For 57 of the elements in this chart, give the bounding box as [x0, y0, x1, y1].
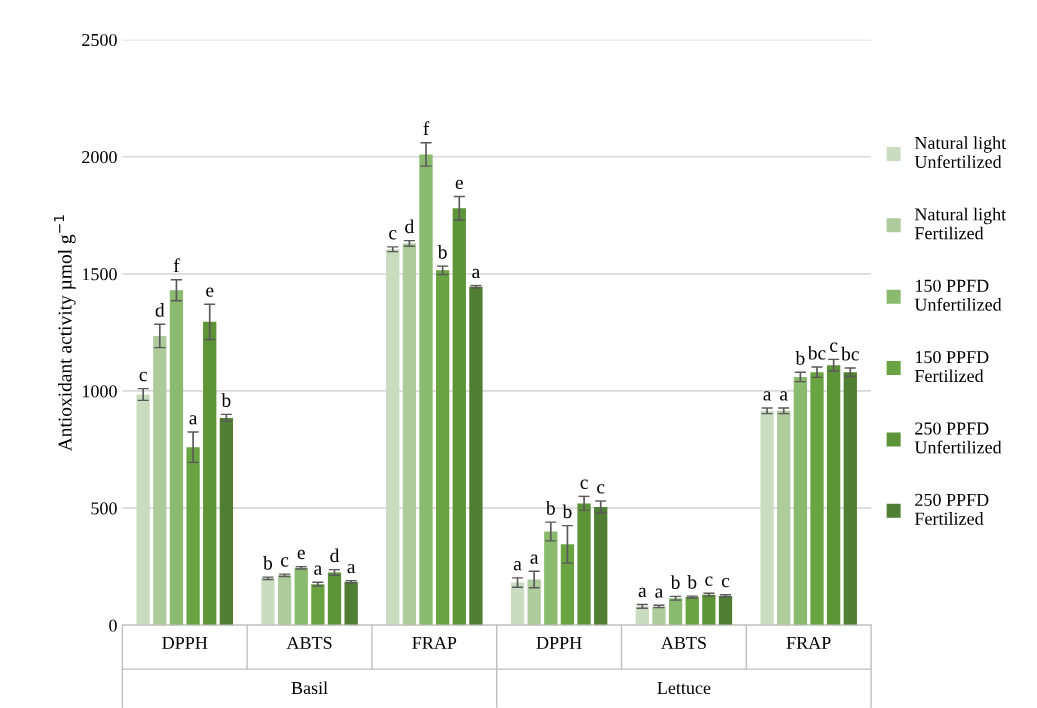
data-label: b [687, 574, 697, 589]
data-label: a [530, 554, 539, 564]
data-label: b [562, 504, 572, 519]
data-label: b [437, 244, 447, 259]
x-tick-label: DPPH [536, 636, 582, 649]
x-tick-label: ABTS [661, 636, 706, 649]
y-tick-label: 500 [91, 502, 117, 515]
legend-label: Natural light Fertilized [914, 207, 1007, 240]
data-label: a [655, 588, 663, 598]
x-tick-label: FRAP [412, 636, 457, 649]
text: Basil [291, 681, 328, 695]
data-label: b [221, 393, 231, 407]
data-label: c [705, 576, 713, 586]
x-tick-label: FRAP [786, 636, 831, 649]
text: Lettuce [657, 682, 711, 695]
data-label: e [206, 287, 214, 297]
legend-label: 150 PPFD Fertilized [914, 351, 989, 383]
data-label: b [795, 351, 805, 365]
data-label: f [423, 121, 430, 136]
x-tick-label: ABTS [286, 636, 332, 649]
data-label: f [173, 258, 180, 273]
data-label: bc [841, 346, 859, 361]
data-label: a [472, 268, 480, 279]
data-label: c [830, 342, 838, 352]
legend-label: 250 PPFD Unfertilized [914, 422, 1002, 454]
legend-label: Natural light Unfertilized [914, 136, 1007, 168]
data-label: c [597, 484, 605, 494]
data-label: e [297, 549, 305, 560]
data-label: d [155, 303, 165, 317]
data-label: d [405, 219, 414, 234]
data-label: c [389, 230, 397, 240]
data-label: c [281, 557, 289, 567]
x-tick-label: DPPH [162, 636, 208, 649]
data-label: bc [807, 345, 826, 360]
data-label: a [638, 587, 647, 598]
data-label: e [455, 179, 463, 190]
data-label: a [513, 561, 522, 571]
data-label: b [263, 556, 273, 570]
data-label: c [139, 371, 147, 382]
legend-label: 150 PPFD Unfertilized [914, 279, 1002, 311]
data-label: a [780, 391, 788, 401]
data-label: a [763, 391, 772, 401]
data-label: b [670, 575, 680, 589]
y-axis-title: Antioxidant activity µmol g$^{−1}$ [54, 215, 76, 452]
y-tick-label: 1000 [82, 385, 117, 398]
data-label: c [721, 577, 730, 588]
legend-label: 250 PPFD Fertilized [914, 493, 989, 525]
data-label: a [347, 563, 356, 574]
data-label: c [580, 479, 588, 489]
data-label: a [189, 415, 198, 425]
data-label: d [330, 548, 340, 563]
y-tick-label: 2500 [82, 33, 117, 47]
y-tick-label: 1500 [82, 268, 117, 281]
data-label: a [314, 565, 322, 575]
y-tick-label: 0 [109, 619, 117, 632]
data-label: b [545, 500, 555, 515]
y-tick-label: 2000 [82, 151, 117, 164]
